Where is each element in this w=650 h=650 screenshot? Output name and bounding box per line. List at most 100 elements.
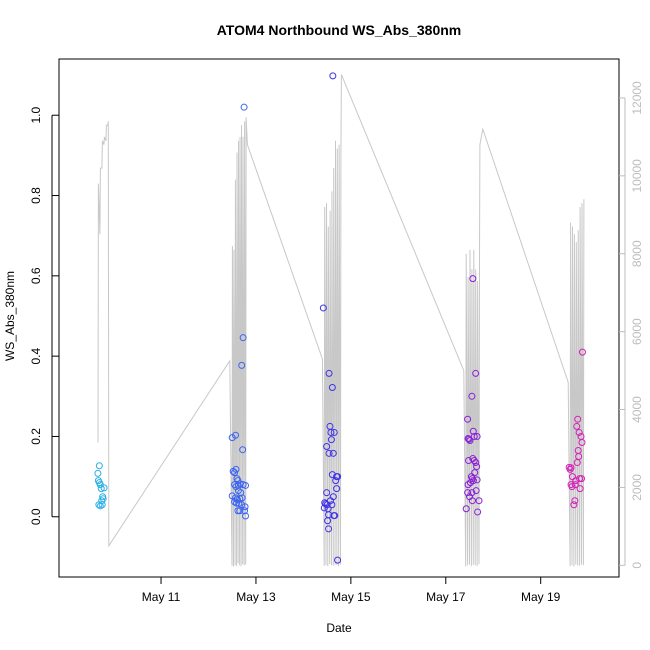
data-point [239, 334, 247, 342]
data-point [321, 499, 329, 507]
y-tick-label: 0.0 [29, 508, 43, 525]
y2-tick-label: 2000 [630, 474, 644, 501]
data-point [465, 457, 473, 465]
secondary-line [97, 74, 585, 567]
line-series-group [97, 74, 585, 567]
y-tick-label: 0.2 [29, 428, 43, 445]
data-point [236, 507, 244, 515]
data-point [475, 497, 483, 505]
y2-tick-label: 0 [630, 562, 644, 569]
data-point [571, 497, 579, 505]
data-point [231, 469, 239, 477]
data-point [575, 428, 583, 436]
data-point [323, 442, 331, 450]
data-point [234, 481, 242, 489]
data-point [232, 494, 240, 502]
data-point [241, 507, 249, 515]
axes-group: May 11 May 13 May 15 May 17 May 19 0.0 0.2 0.4 0… [29, 58, 644, 604]
data-point [234, 487, 242, 495]
data-point [333, 485, 341, 493]
y-tick-label: 0.8 [29, 187, 43, 204]
data-point [472, 369, 480, 377]
data-point [94, 469, 102, 477]
y-tick-label: 0.6 [29, 267, 43, 284]
data-point [100, 484, 108, 492]
data-point [324, 517, 332, 525]
data-point [472, 459, 480, 467]
data-point [98, 501, 106, 509]
data-point [232, 465, 240, 473]
plot-frame [58, 58, 620, 578]
data-point [332, 477, 340, 485]
data-point [473, 432, 481, 440]
data-point [238, 361, 246, 369]
data-point [327, 428, 335, 436]
data-point [232, 431, 240, 439]
x-tick-label: May 11 [142, 590, 181, 604]
data-point [334, 556, 342, 564]
data-point [468, 392, 476, 400]
data-point [240, 103, 248, 111]
x-tick-label: May 17 [426, 590, 466, 604]
data-point [331, 512, 339, 520]
data-point [571, 481, 579, 489]
x-axis-label: Date [326, 621, 352, 635]
y2-tick-label: 4000 [630, 396, 644, 423]
data-point [325, 525, 333, 533]
data-point [574, 415, 582, 423]
x-tick-label: May 19 [521, 590, 561, 604]
data-point [320, 504, 328, 512]
data-point [327, 436, 335, 444]
data-point [570, 501, 578, 509]
data-point [578, 348, 586, 356]
data-point [242, 481, 250, 489]
data-point [97, 485, 105, 493]
data-point [473, 476, 481, 484]
x-tick-label: May 15 [331, 590, 371, 604]
data-point [329, 449, 337, 457]
data-point [96, 502, 104, 510]
data-point [241, 503, 249, 511]
chart-title: ATOM4 Northbound WS_Abs_380nm [217, 22, 462, 38]
data-point [472, 487, 480, 495]
data-point [239, 446, 247, 454]
data-point [469, 275, 477, 283]
data-point [573, 422, 581, 430]
data-point [474, 508, 482, 516]
y-tick-label: 1.0 [29, 107, 43, 124]
data-point [462, 505, 470, 513]
data-point [567, 464, 575, 472]
y2-tick-label: 6000 [630, 318, 644, 345]
data-point [572, 477, 580, 485]
data-point [95, 462, 103, 470]
y-axis-label: WS_Abs_380nm [3, 271, 17, 361]
data-point [468, 497, 476, 505]
y2-tick-label: 10000 [630, 159, 644, 193]
data-point [576, 485, 584, 493]
data-point [465, 435, 473, 443]
data-point [95, 501, 103, 509]
y2-tick-label: 12000 [630, 81, 644, 115]
data-point [328, 501, 336, 509]
data-point [466, 436, 474, 444]
data-point [464, 434, 472, 442]
data-point [334, 473, 342, 481]
data-point [576, 475, 584, 483]
data-point [325, 369, 333, 377]
data-point [231, 498, 239, 506]
data-point [470, 432, 478, 440]
data-point [464, 481, 472, 489]
data-point [323, 489, 331, 497]
data-point [469, 427, 477, 435]
data-point [238, 494, 246, 502]
data-point [319, 304, 327, 312]
y-tick-label: 0.4 [29, 347, 43, 364]
data-point [234, 507, 242, 515]
data-point [330, 428, 338, 436]
points-series-group [94, 72, 586, 564]
data-point [242, 512, 250, 520]
data-point [329, 72, 337, 80]
data-point [466, 479, 474, 487]
data-point [464, 415, 472, 423]
